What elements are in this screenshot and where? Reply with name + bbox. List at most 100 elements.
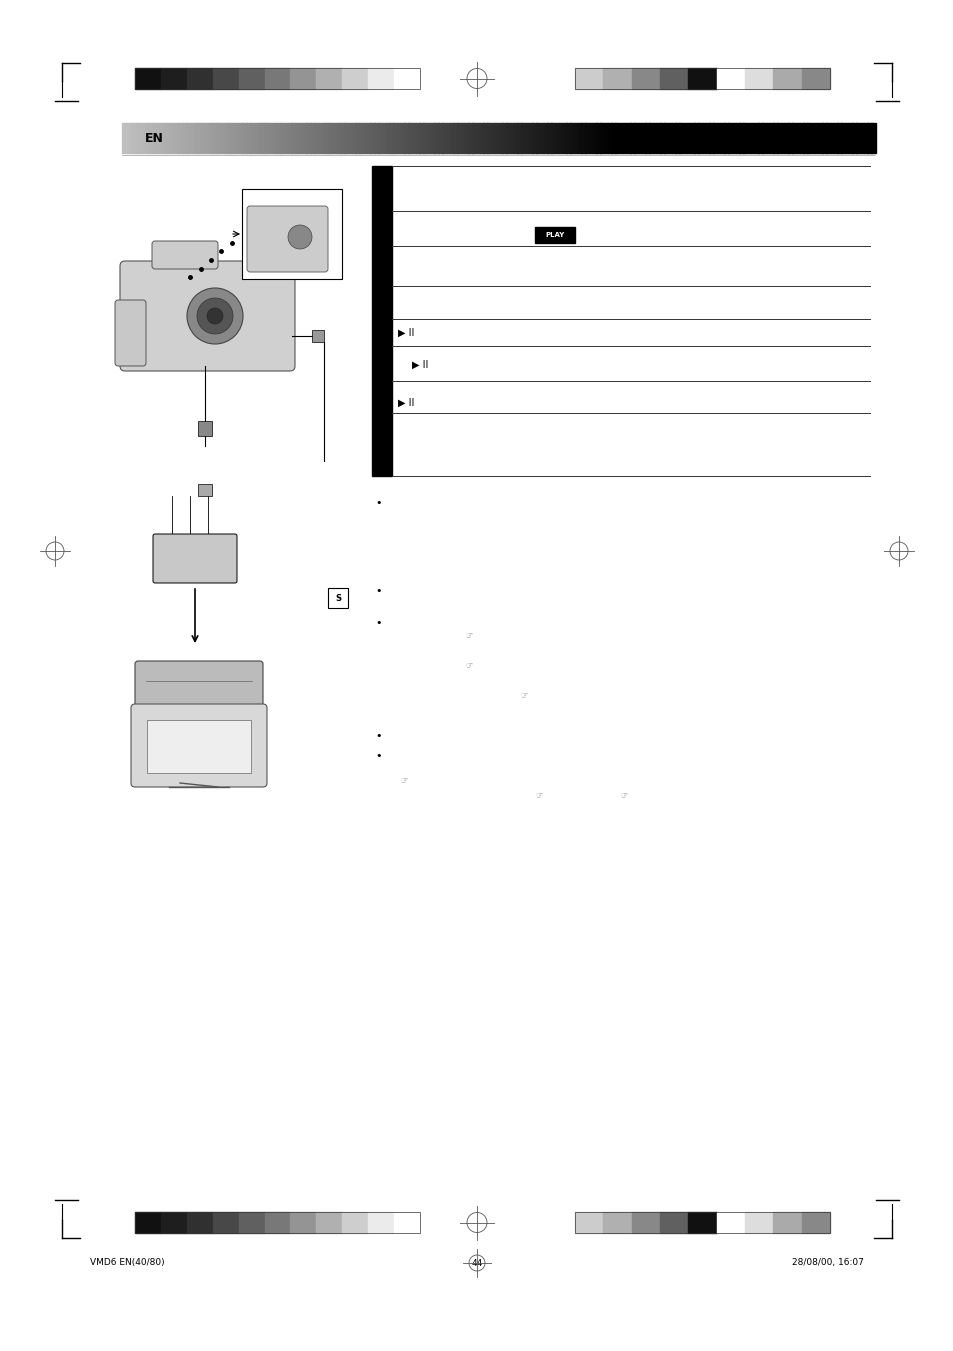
Bar [848, 123, 852, 153]
Bar [532, 123, 537, 153]
Bar [126, 123, 130, 153]
Bar [242, 189, 341, 280]
Bar [404, 123, 408, 153]
Bar [795, 123, 800, 153]
Bar [135, 68, 161, 89]
Bar [374, 123, 378, 153]
Bar [430, 123, 435, 153]
Bar [599, 123, 604, 153]
Bar [159, 123, 164, 153]
Bar [453, 123, 457, 153]
Bar [773, 68, 801, 89]
Text: ☞: ☞ [519, 692, 527, 701]
Bar [765, 123, 769, 153]
Bar [802, 123, 807, 153]
Bar [348, 123, 352, 153]
Bar [723, 123, 728, 153]
Bar [261, 123, 265, 153]
Bar [201, 123, 205, 153]
Bar [209, 123, 213, 153]
Text: ☞: ☞ [464, 662, 472, 670]
Bar [238, 1212, 264, 1233]
Bar [223, 123, 228, 153]
Bar [408, 123, 412, 153]
Bar [491, 123, 495, 153]
FancyBboxPatch shape [135, 661, 263, 709]
Bar [342, 68, 368, 89]
Bar [394, 68, 419, 89]
Text: EN: EN [145, 131, 164, 145]
Bar [791, 123, 796, 153]
Bar [449, 123, 454, 153]
Bar [238, 123, 243, 153]
Bar [155, 123, 160, 153]
Bar [761, 123, 765, 153]
Circle shape [167, 561, 177, 571]
Bar [698, 123, 701, 153]
Bar [163, 123, 168, 153]
Bar [501, 123, 506, 153]
Bar [638, 123, 641, 153]
Bar [773, 123, 777, 153]
Bar [385, 123, 390, 153]
Circle shape [207, 308, 223, 324]
Bar [787, 123, 792, 153]
Bar [393, 123, 397, 153]
Bar [368, 68, 394, 89]
Bar [152, 123, 156, 153]
Bar [310, 123, 314, 153]
Bar [416, 123, 419, 153]
Bar [340, 123, 344, 153]
Bar [799, 123, 803, 153]
Bar [841, 123, 844, 153]
Bar [517, 123, 521, 153]
Bar [265, 123, 269, 153]
Bar [694, 123, 698, 153]
Bar [739, 123, 743, 153]
Bar [368, 1212, 394, 1233]
Bar [342, 1212, 368, 1233]
Bar [264, 1212, 290, 1233]
Bar [675, 123, 679, 153]
Bar [171, 123, 175, 153]
Bar [524, 123, 529, 153]
FancyBboxPatch shape [152, 240, 218, 269]
Text: S: S [335, 593, 340, 603]
Bar [573, 123, 578, 153]
Bar [720, 123, 724, 153]
Bar [161, 1212, 187, 1233]
Bar [862, 123, 867, 153]
Bar [198, 484, 212, 496]
Circle shape [203, 561, 213, 571]
Bar [329, 123, 333, 153]
Bar [234, 123, 239, 153]
Bar [284, 123, 288, 153]
Text: ☞: ☞ [464, 631, 472, 640]
Bar [592, 123, 597, 153]
Bar [855, 123, 860, 153]
Bar [509, 123, 514, 153]
Bar [149, 123, 152, 153]
Bar [198, 422, 212, 436]
Bar [754, 123, 758, 153]
Bar [394, 1212, 419, 1233]
Bar [769, 123, 773, 153]
Bar [377, 123, 382, 153]
Bar [716, 123, 720, 153]
Bar [852, 123, 856, 153]
Bar [288, 123, 292, 153]
Bar [705, 123, 709, 153]
Bar [423, 123, 427, 153]
Bar [483, 123, 487, 153]
Bar [437, 123, 442, 153]
Text: ☞: ☞ [535, 792, 542, 801]
Bar [580, 123, 585, 153]
Bar [731, 123, 736, 153]
Text: VMD6 EN(40/80): VMD6 EN(40/80) [90, 1259, 165, 1267]
Bar [412, 123, 416, 153]
Bar [344, 123, 348, 153]
Bar [505, 123, 510, 153]
Bar [316, 68, 342, 89]
Bar [659, 123, 664, 153]
Text: 28/08/00, 16:07: 28/08/00, 16:07 [791, 1259, 863, 1267]
